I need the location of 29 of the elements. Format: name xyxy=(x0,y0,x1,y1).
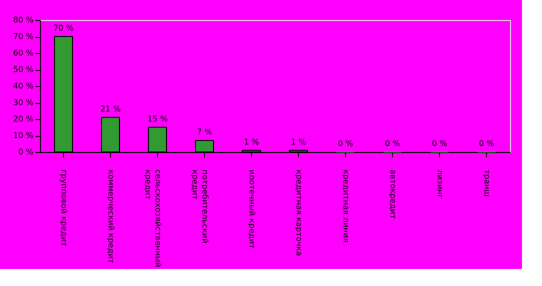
y-tick-label: 20 % xyxy=(13,114,34,124)
data-label: 15 % xyxy=(147,114,168,124)
x-tick-label: групповой кредит xyxy=(60,170,68,247)
data-label: 1 % xyxy=(244,137,260,146)
x-tick-label: транш xyxy=(482,170,492,197)
x-tick-label: лизинг xyxy=(436,170,444,199)
y-tick-label: 0 % xyxy=(18,148,34,156)
data-label: 21 % xyxy=(100,104,122,114)
x-tick-label: автокредит xyxy=(388,170,398,220)
y-tick-label: 80 % xyxy=(13,16,34,24)
y-tick-label: 30 % xyxy=(13,98,34,107)
x-tick-label: сельскохозяйственный кредит xyxy=(144,170,162,268)
data-label: 0 % xyxy=(384,139,401,148)
data-label: 0 % xyxy=(478,139,495,148)
y-tick-label: 40 % xyxy=(13,82,34,90)
data-label: 1 % xyxy=(290,137,307,146)
y-tick-label: 50 % xyxy=(13,65,34,74)
x-tick-label: кредитная карточка xyxy=(294,170,304,256)
data-label: 70 % xyxy=(53,24,74,32)
y-tick-label: 70 % xyxy=(13,32,34,41)
data-label: 0 % xyxy=(432,139,448,148)
data-label: 0 % xyxy=(338,139,354,148)
x-tick-label: коммерческий кредит xyxy=(106,170,116,264)
y-tick-label: 60 % xyxy=(13,48,34,58)
x-tick-label: потребительский кредит xyxy=(190,170,210,244)
y-tick-label: 10 % xyxy=(13,131,34,140)
data-label: 7 % xyxy=(196,127,213,136)
x-tick-label: кредитная линия xyxy=(342,170,350,243)
x-tick-label: ипотечный кредит xyxy=(248,170,256,249)
